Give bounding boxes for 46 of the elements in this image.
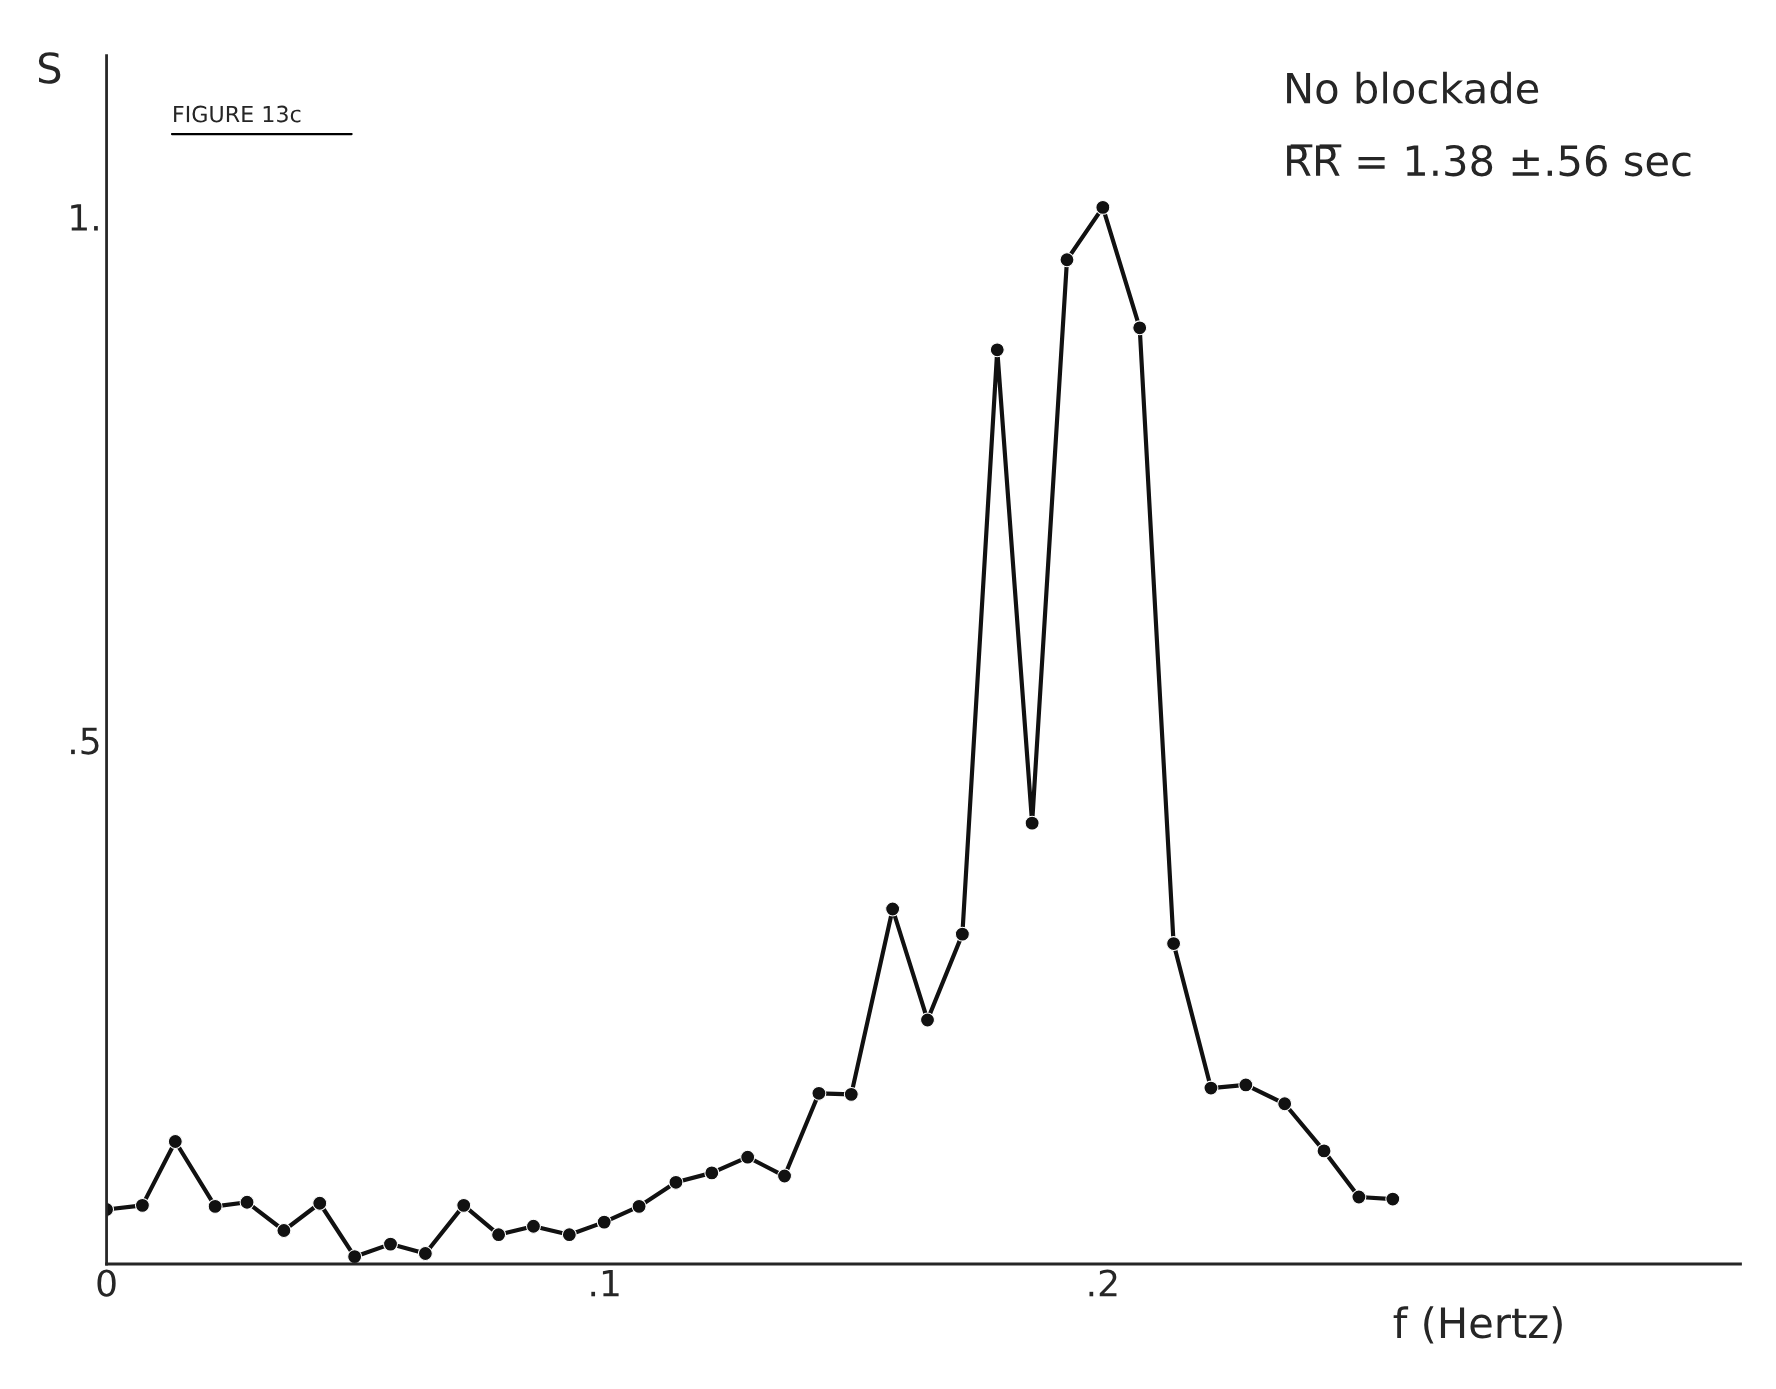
point: [526, 1218, 541, 1234]
point: [1095, 199, 1111, 215]
point: [491, 1227, 507, 1243]
point: [561, 1227, 577, 1243]
x-axis-title: f (Hertz): [1393, 1306, 1562, 1344]
x-tick-label: 0: [97, 1269, 116, 1297]
y-axis-title: S: [38, 52, 61, 84]
y-tick-label: .5: [71, 727, 99, 755]
point: [347, 1249, 363, 1264]
point: [207, 1198, 223, 1214]
point: [1166, 936, 1182, 952]
point: [312, 1195, 328, 1211]
point: [1203, 1080, 1219, 1096]
point: [843, 1086, 859, 1102]
point: [668, 1174, 684, 1190]
point: [239, 1194, 255, 1210]
point: [417, 1246, 433, 1261]
point: [134, 1197, 150, 1213]
annotation: No blockade: [1287, 71, 1539, 104]
point: [920, 1012, 935, 1028]
x-tick-label: .1: [591, 1269, 619, 1297]
point: [1059, 252, 1075, 268]
point: [1385, 1191, 1401, 1207]
point: [1238, 1077, 1254, 1093]
point: [777, 1168, 792, 1184]
y-tick-label: 1.: [71, 204, 98, 231]
point: [704, 1165, 720, 1181]
point: [1132, 320, 1148, 336]
annotation: R̅R̅ = 1.38 ±.56 sec: [1287, 144, 1691, 177]
point: [596, 1214, 612, 1230]
point: [1277, 1096, 1293, 1112]
point: [1316, 1143, 1332, 1159]
point: [885, 901, 901, 917]
point: [276, 1223, 292, 1238]
point: [631, 1198, 647, 1214]
point: [383, 1236, 398, 1252]
point: [811, 1085, 827, 1101]
x-tick-label: .2: [1089, 1269, 1117, 1297]
point: [954, 926, 970, 942]
annotation: FIGURE 13c: [174, 105, 301, 123]
point: [740, 1149, 756, 1165]
point: [1024, 815, 1040, 831]
point: [456, 1197, 472, 1213]
point: [989, 342, 1005, 358]
point: [167, 1134, 183, 1149]
point: [1351, 1189, 1367, 1205]
